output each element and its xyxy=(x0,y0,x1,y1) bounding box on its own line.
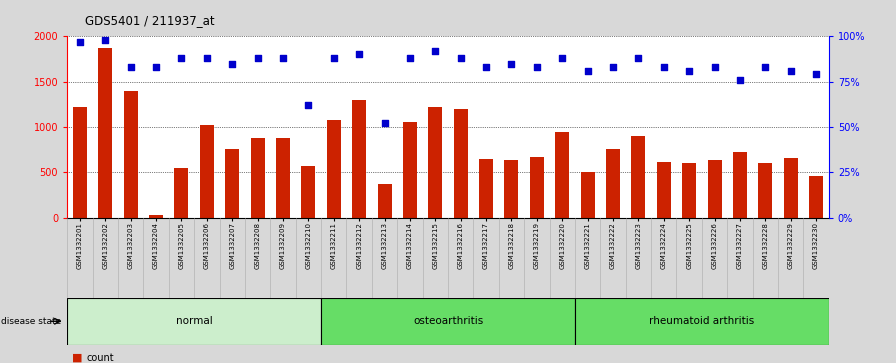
Bar xyxy=(149,215,163,218)
Text: disease state: disease state xyxy=(1,317,61,326)
Bar xyxy=(581,172,595,218)
Point xyxy=(504,61,519,66)
Bar xyxy=(632,136,645,218)
Point xyxy=(530,64,544,70)
Point xyxy=(556,55,570,61)
Point xyxy=(99,37,113,43)
Point xyxy=(200,55,214,61)
Point xyxy=(581,68,595,74)
Point xyxy=(124,64,138,70)
Point xyxy=(301,102,315,108)
Bar xyxy=(682,163,696,218)
Bar xyxy=(606,149,620,218)
Point xyxy=(657,64,671,70)
Text: normal: normal xyxy=(176,316,212,326)
Point xyxy=(403,55,418,61)
Bar xyxy=(428,107,443,218)
Bar xyxy=(225,149,239,218)
Bar xyxy=(124,91,138,218)
Text: count: count xyxy=(87,352,115,363)
Bar xyxy=(758,163,772,218)
Bar xyxy=(809,176,823,218)
Bar xyxy=(352,100,366,218)
Bar xyxy=(321,298,575,345)
Point xyxy=(453,55,468,61)
Point xyxy=(478,64,493,70)
Point xyxy=(758,64,772,70)
Bar xyxy=(479,159,493,218)
Bar xyxy=(403,122,417,218)
Bar xyxy=(733,152,747,218)
Bar xyxy=(504,160,519,218)
Point xyxy=(149,64,163,70)
Bar xyxy=(575,298,829,345)
Bar xyxy=(73,107,87,218)
Point xyxy=(225,61,239,66)
Bar xyxy=(556,132,569,218)
Bar xyxy=(708,160,721,218)
Point xyxy=(606,64,620,70)
Point xyxy=(251,55,265,61)
Bar xyxy=(67,298,321,345)
Point xyxy=(377,121,392,126)
Bar xyxy=(377,184,392,218)
Point xyxy=(809,72,823,77)
Point xyxy=(631,55,645,61)
Point xyxy=(276,55,290,61)
Bar xyxy=(276,138,290,218)
Text: ■: ■ xyxy=(72,352,82,363)
Text: rheumatoid arthritis: rheumatoid arthritis xyxy=(650,316,754,326)
Text: osteoarthritis: osteoarthritis xyxy=(413,316,483,326)
Text: GDS5401 / 211937_at: GDS5401 / 211937_at xyxy=(85,15,215,28)
Bar xyxy=(657,162,671,218)
Bar xyxy=(251,138,264,218)
Bar xyxy=(99,48,112,218)
Bar xyxy=(784,158,797,218)
Point xyxy=(733,77,747,83)
Point xyxy=(327,55,341,61)
Bar xyxy=(175,168,188,218)
Point xyxy=(352,52,366,57)
Bar xyxy=(301,166,315,218)
Point xyxy=(783,68,798,74)
Point xyxy=(73,39,87,45)
Point xyxy=(708,64,722,70)
Bar xyxy=(530,157,544,218)
Point xyxy=(682,68,696,74)
Bar xyxy=(453,109,468,218)
Point xyxy=(428,48,443,54)
Point xyxy=(174,55,189,61)
Bar xyxy=(200,125,214,218)
Bar xyxy=(327,120,340,218)
